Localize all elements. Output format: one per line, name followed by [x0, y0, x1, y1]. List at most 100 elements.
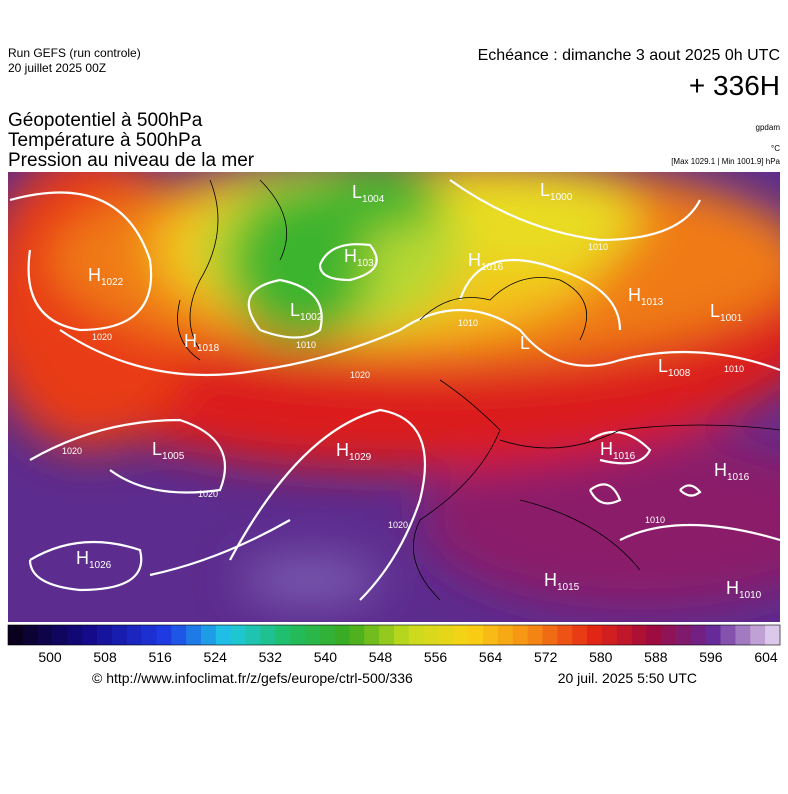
colorbar-label: 596 — [699, 649, 723, 665]
pressure-center: H1016 — [714, 460, 750, 483]
colorbar-swatch — [616, 625, 632, 645]
map — [8, 172, 780, 622]
colorbar-label: 580 — [589, 649, 613, 665]
colorbar-swatch — [334, 625, 350, 645]
center-value: 1013 — [641, 297, 664, 308]
colorbar-label: 532 — [259, 649, 283, 665]
pressure-center: L1005 — [152, 439, 185, 462]
pressure-center: H1016 — [468, 250, 504, 273]
colorbar-swatch — [438, 625, 454, 645]
colorbar-label: 548 — [369, 649, 393, 665]
center-type: H — [184, 331, 197, 351]
center-type: H — [726, 578, 739, 598]
center-type: H — [600, 439, 613, 459]
pressure-center: L1000 — [540, 180, 573, 203]
center-value: 1016 — [481, 262, 504, 273]
isobar-label: 1020 — [388, 520, 408, 530]
colorbar-label: 500 — [38, 649, 62, 665]
colorbar-swatch — [423, 625, 439, 645]
colorbar-swatch — [720, 625, 736, 645]
colorbar-swatch — [453, 625, 469, 645]
colorbar-swatch — [646, 625, 662, 645]
colorbar-swatch — [275, 625, 291, 645]
pressure-center: L1004 — [352, 182, 385, 205]
pressure-center: L1002 — [290, 300, 323, 323]
colorbar-swatch — [22, 625, 38, 645]
pressure-center: L1008 — [658, 356, 691, 379]
center-value: 1008 — [668, 368, 691, 379]
unit: gpdam — [756, 123, 781, 132]
colorbar-swatch — [527, 625, 543, 645]
colorbar-swatch — [201, 625, 217, 645]
isobar-label: 1010 — [724, 364, 744, 374]
colorbar-swatch — [141, 625, 157, 645]
colorbar-label: 572 — [534, 649, 558, 665]
colorbar-label: 508 — [93, 649, 117, 665]
colorbar-swatch — [690, 625, 707, 645]
center-value: 1002 — [300, 312, 323, 323]
colorbar-swatch — [171, 625, 187, 645]
colorbar-swatch — [572, 625, 588, 645]
center-type: L — [658, 356, 668, 376]
colorbar-swatch — [37, 625, 53, 645]
colorbar-swatch — [676, 625, 692, 645]
field: Géopotentiel à 500hPa — [8, 110, 203, 131]
center-value: 1016 — [613, 451, 636, 462]
center-value: 1004 — [362, 194, 385, 205]
colorbar-swatch — [601, 625, 617, 645]
colorbar-swatch — [468, 625, 484, 645]
center-value: 1001 — [720, 313, 743, 324]
colorbar-swatch — [67, 625, 83, 645]
colorbar-label: 540 — [314, 649, 338, 665]
center-type: H — [468, 250, 481, 270]
colorbar-swatch — [408, 625, 424, 645]
colorbar-swatch — [156, 625, 172, 645]
center-value: 1016 — [727, 472, 750, 483]
colorbar-swatch — [186, 625, 202, 645]
center-value: 1022 — [101, 277, 124, 288]
isobar-label: 1020 — [350, 370, 370, 380]
run: Run GEFS (run controle) — [8, 46, 141, 60]
colorbar-swatch — [705, 625, 721, 645]
colorbar-swatch — [631, 625, 647, 645]
center-type: H — [76, 548, 89, 568]
center-type: H — [714, 460, 727, 480]
field: Pression au niveau de la mer — [8, 150, 255, 171]
center-type: L — [352, 182, 362, 202]
colorbar-swatch — [290, 625, 306, 645]
colorbar-swatch — [394, 625, 410, 645]
colorbar-swatch — [364, 625, 380, 645]
colorbar-swatch — [126, 625, 142, 645]
colorbar-swatch — [349, 625, 365, 645]
colorbar-label: 556 — [424, 649, 448, 665]
isobar-label: 1020 — [92, 332, 112, 342]
pressure-center: H1015 — [544, 570, 580, 593]
colorbar-swatch — [260, 625, 276, 645]
colorbar-swatch — [750, 625, 766, 645]
center-type: H — [344, 246, 357, 266]
colorbar-swatch — [735, 625, 751, 645]
extremes: [Max 1029.1 | Min 1001.9] hPa — [671, 157, 780, 166]
isobar-label: 1020 — [198, 489, 218, 499]
pressure-center: H1022 — [88, 265, 124, 288]
colorbar-swatch — [215, 625, 231, 645]
colorbar-swatch — [587, 625, 603, 645]
colorbar-swatch — [111, 625, 128, 645]
pressure-center: H1018 — [184, 331, 220, 354]
isobar-label: 1010 — [458, 318, 478, 328]
colorbar-swatch — [542, 625, 558, 645]
colorbar-swatch — [483, 625, 499, 645]
center-value: 103 — [357, 258, 374, 269]
issued: 20 juil. 2025 5:50 UTC — [558, 670, 697, 686]
center-type: L — [540, 180, 550, 200]
center-type: H — [88, 265, 101, 285]
pressure-center: L1001 — [710, 301, 743, 324]
pressure-center: L — [520, 333, 530, 353]
colorbar-swatch — [661, 625, 677, 645]
colorbar-swatch — [52, 625, 68, 645]
valid-time: Echéance : dimanche 3 aout 2025 0h UTC — [478, 47, 780, 64]
isobar-label: 1010 — [296, 340, 316, 350]
colorbar-swatch — [765, 625, 781, 645]
unit: °C — [771, 144, 780, 153]
